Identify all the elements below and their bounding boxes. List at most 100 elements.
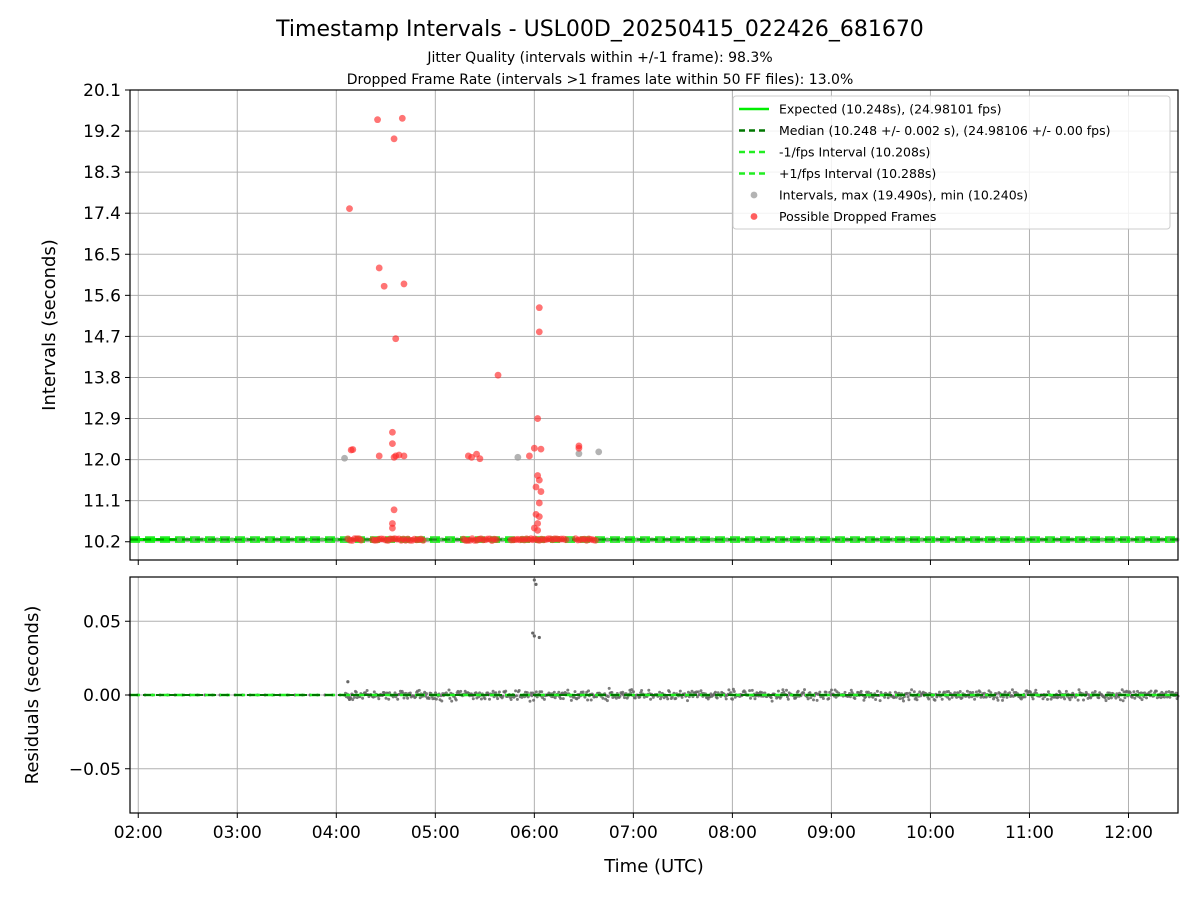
dropped-frame-point (389, 428, 396, 436)
residual-point (971, 691, 975, 694)
residual-point (803, 688, 806, 692)
residual-point (732, 690, 736, 693)
interval-point (1136, 536, 1143, 543)
residual-point (346, 680, 350, 684)
residual-point (658, 690, 662, 694)
dropped-frame-point (392, 335, 400, 343)
residual-point (534, 690, 538, 694)
residual-point (770, 699, 774, 703)
dropped-frame-point (374, 116, 381, 124)
residual-point (552, 690, 556, 694)
residual-point (965, 689, 969, 693)
interval-point (799, 536, 805, 543)
residual-point (439, 694, 443, 698)
residual-point (808, 691, 812, 695)
residual-point (1154, 689, 1158, 693)
dropped-frame-point (535, 476, 543, 484)
residual-point (448, 696, 452, 700)
residual-point (647, 688, 651, 692)
interval-point (1114, 536, 1120, 543)
x-tick-label: 06:00 (510, 823, 559, 843)
residual-point (553, 696, 557, 700)
legend-item-intervals-swatch (750, 191, 758, 199)
top-y-tick-label: 15.6 (83, 286, 121, 306)
top-y-tick-label: 10.2 (83, 533, 121, 553)
residual-point (459, 689, 463, 693)
residual-point (372, 690, 376, 694)
residual-point (918, 690, 922, 694)
residual-point (940, 697, 944, 701)
residual-point (866, 690, 870, 694)
residual-point (898, 697, 902, 701)
residual-point (1128, 691, 1132, 695)
interval-point (191, 536, 198, 543)
residual-point (843, 690, 847, 694)
residual-point (1041, 697, 1045, 701)
residual-point (640, 689, 644, 692)
interval-point (341, 454, 348, 462)
residual-point (361, 696, 365, 700)
residual-point (532, 698, 536, 702)
residual-point (995, 696, 999, 700)
x-tick-label: 10:00 (906, 823, 955, 843)
top-y-tick-label: 17.4 (83, 204, 121, 224)
residual-point (623, 696, 626, 700)
residual-point (1031, 697, 1035, 701)
residual-point (1049, 697, 1053, 701)
dropped-frame-point (592, 536, 599, 544)
residual-point (425, 692, 428, 696)
residual-point (402, 696, 406, 700)
top-y-tick-label: 16.5 (83, 245, 121, 265)
residual-point (1107, 697, 1111, 700)
bottom-y-axis-label: Residuals (seconds) (22, 606, 43, 785)
residual-point (1064, 689, 1068, 693)
dropped-frame-point (400, 280, 408, 288)
interval-point (1061, 536, 1068, 543)
interval-point (956, 536, 963, 543)
top-y-tick-label: 19.2 (83, 122, 121, 142)
residual-point (365, 689, 369, 692)
residual-point (440, 699, 444, 703)
dropped-frame-point (419, 537, 427, 544)
residual-point (879, 691, 883, 694)
dropped-frame-point (494, 371, 502, 379)
x-tick-label: 05:00 (411, 823, 460, 843)
residual-point (632, 690, 635, 694)
residual-point (875, 689, 879, 693)
residual-point (393, 691, 397, 695)
dropped-frame-point (534, 526, 542, 534)
x-tick-label: 08:00 (708, 823, 757, 843)
residual-point (354, 690, 358, 694)
residual-point (830, 688, 833, 692)
residual-point (668, 690, 671, 694)
interval-point (575, 450, 583, 458)
dropped-frame-point (535, 304, 543, 312)
residual-point (1093, 690, 1097, 693)
residual-point (1034, 688, 1038, 692)
residual-point (450, 699, 454, 703)
residual-point (496, 697, 500, 701)
residual-point (1063, 697, 1067, 701)
residual-point (686, 699, 689, 703)
residual-point (633, 696, 637, 700)
residual-point (809, 696, 813, 700)
residual-point (914, 695, 918, 699)
interval-point (514, 453, 522, 461)
residual-point (534, 582, 538, 586)
residual-point (781, 688, 785, 692)
residual-point (1070, 695, 1074, 699)
dropped-frame-point (400, 452, 408, 460)
residual-point (501, 694, 505, 698)
interval-point (941, 536, 948, 543)
legend-item-plus-1fps: +1/fps Interval (10.288s) (779, 166, 936, 181)
dropped-frame-point (525, 452, 533, 460)
residual-point (396, 697, 400, 701)
residual-point (659, 697, 662, 701)
residual-point (978, 690, 982, 694)
bottom-y-tick-label: 0.00 (83, 686, 121, 706)
interval-point (709, 536, 715, 543)
residual-point (605, 699, 609, 703)
top-y-tick-label: 20.1 (83, 81, 121, 101)
residual-point (818, 690, 822, 694)
residual-point (491, 689, 495, 693)
